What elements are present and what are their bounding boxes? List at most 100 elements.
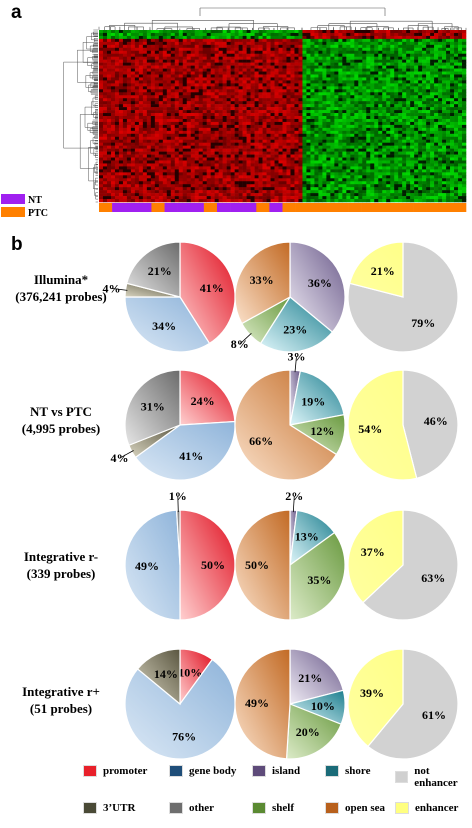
sample-nt bbox=[125, 203, 139, 212]
pie-data-label: 19% bbox=[301, 395, 325, 409]
pie-slice-other bbox=[124, 369, 181, 447]
pie-slice-island bbox=[289, 648, 345, 705]
sample-nt bbox=[190, 203, 205, 212]
pie-data-label: 4% bbox=[103, 281, 121, 295]
panel-label-a: a bbox=[11, 2, 22, 23]
pie-data-label: 13% bbox=[295, 530, 319, 544]
row-label-integrative-r-plus: Integrative r+ (51 probes) bbox=[2, 683, 120, 717]
pie-slice-not-enhancer bbox=[367, 648, 459, 760]
row-dendrogram bbox=[63, 29, 98, 203]
pie-data-label: 49% bbox=[245, 696, 269, 710]
sample-annotation-bar bbox=[99, 203, 467, 212]
pie-slice-open-sea bbox=[234, 648, 291, 760]
sample-ptc bbox=[334, 203, 349, 212]
pie-data-label: 39% bbox=[360, 686, 384, 700]
pie-data-label: 8% bbox=[231, 337, 249, 351]
pie-data-label: 14% bbox=[154, 667, 178, 681]
pie-data-label: 35% bbox=[307, 573, 331, 587]
pie-data-label: 24% bbox=[191, 394, 215, 408]
pie-2-0: 50% 49% 1% bbox=[124, 489, 236, 621]
sample-nt bbox=[177, 203, 192, 212]
pie-data-label: 21% bbox=[371, 264, 395, 278]
pie-3-0: 10% 76% 14% bbox=[124, 648, 236, 760]
sample-ptc bbox=[439, 203, 454, 212]
pie-slice-enhancer bbox=[347, 369, 418, 481]
pie-slice--utr bbox=[136, 648, 181, 706]
leader-line bbox=[239, 333, 252, 345]
pie-data-label: 50% bbox=[201, 558, 225, 572]
pie-slice-shore bbox=[289, 370, 345, 426]
row-label-title: Integrative r+ bbox=[22, 684, 100, 699]
pie-data-label: 12% bbox=[310, 424, 334, 438]
row-label-title: NT vs PTC bbox=[30, 404, 92, 419]
sample-nt bbox=[269, 203, 283, 212]
sample-ptc bbox=[400, 203, 414, 212]
pie-slice-other bbox=[125, 241, 181, 298]
legend-swatch-nt bbox=[1, 194, 25, 204]
pie-data-label: 21% bbox=[148, 264, 172, 278]
row-label-probes: (4,995 probes) bbox=[21, 421, 101, 436]
sample-nt bbox=[243, 203, 257, 212]
column-dendrogram bbox=[98, 7, 467, 30]
pie-0-0: 41% 34% 4% 21% bbox=[103, 241, 236, 353]
pie-data-label: 54% bbox=[358, 422, 382, 436]
sample-ptc bbox=[374, 203, 388, 212]
row-label-title: Illumina* bbox=[33, 272, 89, 287]
sample-nt bbox=[216, 203, 231, 212]
legend-label-ptc: PTC bbox=[28, 208, 48, 219]
pie-data-label: 76% bbox=[172, 730, 196, 744]
heatmap-cells bbox=[99, 30, 467, 203]
sample-nt bbox=[112, 203, 126, 212]
pie-data-label: 36% bbox=[308, 276, 332, 290]
pie-data-label: 21% bbox=[298, 671, 322, 685]
pie-data-label: 63% bbox=[421, 571, 445, 585]
sample-ptc bbox=[321, 203, 336, 212]
pie-data-label: 10% bbox=[311, 699, 335, 713]
sample-ptc bbox=[413, 203, 427, 212]
sample-ptc bbox=[452, 203, 467, 212]
legend-swatch-ptc bbox=[1, 207, 25, 217]
sample-ptc bbox=[282, 203, 296, 212]
leader-line bbox=[111, 288, 128, 291]
pie-1-0: 24% 41% 4% 31% bbox=[111, 369, 236, 481]
sample-ptc bbox=[387, 203, 401, 212]
pie-data-label: 37% bbox=[361, 545, 385, 559]
sample-ptc bbox=[203, 203, 218, 212]
pie-data-label: 49% bbox=[135, 559, 159, 573]
pie-data-label: 79% bbox=[411, 316, 435, 330]
pie-1-1: 3% 19% 12% 66% bbox=[234, 349, 346, 481]
pie-data-label: 10% bbox=[178, 666, 202, 680]
pie-3-2: 61% 39% bbox=[347, 648, 459, 760]
row-label-title: Integrative r- bbox=[23, 549, 99, 564]
pie-2-2: 63% 37% bbox=[347, 509, 459, 621]
pie-data-label: 46% bbox=[424, 414, 448, 428]
panel-label-b: b bbox=[11, 234, 23, 255]
pie-data-label: 31% bbox=[141, 400, 165, 414]
sample-ptc bbox=[295, 203, 310, 212]
sample-ptc bbox=[308, 203, 323, 212]
pie-slice-open-sea bbox=[234, 369, 338, 481]
sample-nt bbox=[164, 203, 178, 212]
pie-slice-not-enhancer bbox=[362, 509, 459, 621]
pie-0-2: 79% 21% bbox=[347, 241, 459, 353]
sample-nt bbox=[230, 203, 244, 212]
pie-slice-island bbox=[289, 241, 346, 333]
pie-data-label: 33% bbox=[250, 273, 274, 287]
pie-slice-gene-body bbox=[124, 296, 211, 353]
leader-line bbox=[119, 450, 134, 459]
sample-ptc bbox=[426, 203, 441, 212]
heatmap-figure: NT PTC bbox=[1, 7, 467, 219]
sample-ptc bbox=[151, 203, 165, 212]
pie-data-label: 3% bbox=[288, 349, 306, 363]
pie-data-label: 2% bbox=[285, 489, 303, 503]
pie-slice-enhancer bbox=[348, 241, 404, 298]
pie-data-label: 1% bbox=[169, 489, 187, 503]
pie-data-label: 50% bbox=[245, 558, 269, 572]
pie-slice-shelf bbox=[289, 531, 346, 621]
pie-slice-shore bbox=[259, 296, 334, 353]
pie-data-label: 66% bbox=[249, 434, 273, 448]
pie-data-label: 41% bbox=[179, 449, 203, 463]
pie-slice-gene-body bbox=[124, 509, 181, 621]
row-label-probes: (51 probes) bbox=[29, 701, 93, 716]
